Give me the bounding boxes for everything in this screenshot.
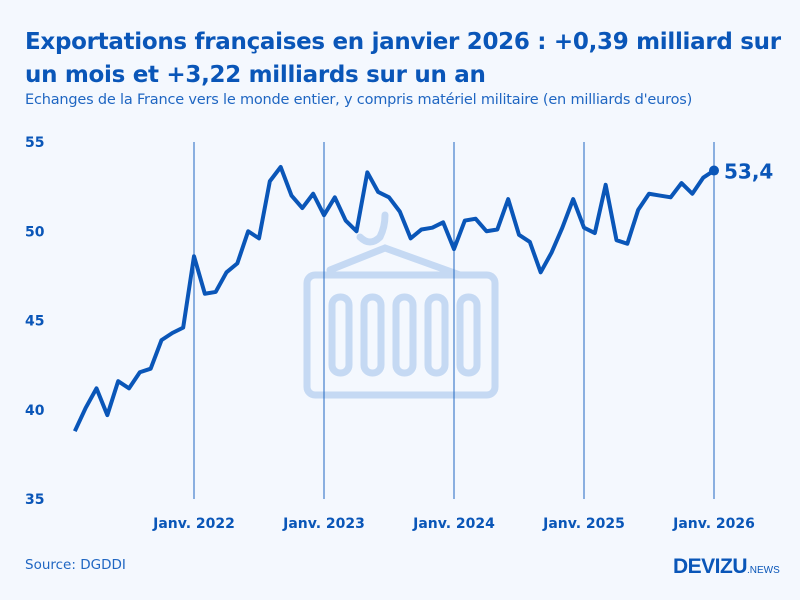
x-tick-label: Janv. 2023 — [282, 516, 365, 532]
y-tick-label: 45 — [25, 314, 44, 330]
y-tick-label: 50 — [25, 224, 45, 240]
x-tick-label: Janv. 2025 — [542, 516, 625, 532]
x-tick-label: Janv. 2026 — [672, 516, 755, 532]
chart-title: Exportations françaises en janvier 2026 … — [25, 29, 781, 88]
end-value-label: 53,4 — [724, 160, 773, 184]
shipping-container-icon — [303, 211, 499, 399]
logo-main: DEVIZU — [673, 555, 748, 578]
source-note: Source: DGDDI — [25, 557, 126, 573]
logo-suffix: .NEWS — [747, 565, 780, 576]
x-tick-label: Janv. 2024 — [412, 516, 495, 532]
y-tick-label: 35 — [25, 492, 44, 508]
y-tick-label: 55 — [25, 135, 44, 151]
chart-subtitle: Echanges de la France vers le monde enti… — [25, 92, 693, 108]
end-point-marker — [709, 165, 719, 176]
y-tick-label: 40 — [25, 403, 45, 419]
x-tick-label: Janv. 2022 — [152, 516, 235, 532]
series-line — [73, 164, 716, 433]
devizu-logo: DEVIZU.NEWS — [673, 555, 780, 579]
